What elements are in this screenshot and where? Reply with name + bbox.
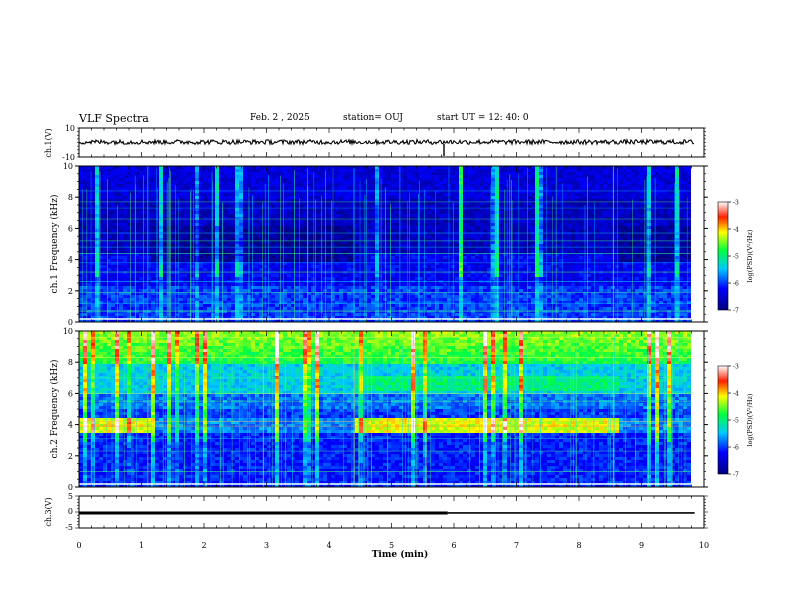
ch2-freq-ylabel: ch.2 Frequency (kHz) bbox=[49, 360, 60, 459]
time-tick-9: 9 bbox=[639, 541, 644, 550]
ch2-colorbar-ticks: -3 -4 -5 -6 -7 bbox=[728, 364, 739, 479]
ch1-colorbar-ticks: -3 -4 -5 -6 -7 bbox=[728, 200, 739, 315]
cb1-label--6: -6 bbox=[733, 281, 739, 288]
yt1-label-2: 2 bbox=[68, 287, 73, 296]
time-tick-10: 10 bbox=[699, 541, 709, 550]
time-tick-6: 6 bbox=[451, 541, 456, 550]
yt2-label-10: 10 bbox=[63, 327, 73, 336]
time-axis-label: Time (min) bbox=[372, 549, 429, 560]
time-tick-2: 2 bbox=[201, 541, 206, 550]
cb2-label--3: -3 bbox=[733, 364, 739, 371]
cb1-label--5: -5 bbox=[733, 254, 739, 261]
ch1-ylabel: ch.1(V) bbox=[44, 128, 53, 157]
ch3-ytick-top: 5 bbox=[68, 492, 73, 501]
ch3-ytick-mid: 0 bbox=[68, 507, 73, 516]
time-tick-5: 5 bbox=[389, 541, 394, 550]
ch2-colorbar-label: log(PSD)(V²/Hz) bbox=[746, 393, 754, 446]
ch1-colorbar-label: log(PSD)(V²/Hz) bbox=[746, 229, 754, 282]
yt2-label-8: 8 bbox=[68, 358, 73, 367]
ch1-ytick-bottom: -10 bbox=[62, 153, 75, 162]
figure-title: VLF Spectra bbox=[79, 112, 149, 125]
ch1-waveform-panel: 10 -10 ch.1(V) bbox=[44, 124, 705, 162]
yt1-label-8: 8 bbox=[68, 193, 73, 202]
ch1-colorbar bbox=[717, 201, 729, 311]
ch2-colorbar bbox=[717, 365, 729, 475]
yt2-label-6: 6 bbox=[68, 389, 73, 398]
yt1-label-0: 0 bbox=[68, 318, 73, 327]
yt1-label-4: 4 bbox=[68, 256, 73, 265]
date-label: Feb. 2 , 2025 bbox=[250, 113, 310, 123]
ch1-ytick-top: 10 bbox=[65, 124, 75, 133]
cb2-label--5: -5 bbox=[733, 418, 739, 425]
time-tick-8: 8 bbox=[576, 541, 581, 550]
yt2-label-0: 0 bbox=[68, 483, 73, 492]
cb2-label--6: -6 bbox=[733, 445, 739, 452]
ch3-ytick-bottom: -5 bbox=[65, 523, 73, 532]
ch2-freq-ticks: 0 2 4 6 8 10 bbox=[63, 327, 708, 492]
time-tick-0: 0 bbox=[76, 541, 81, 550]
yt2-label-2: 2 bbox=[68, 452, 73, 461]
time-axis: 0 1 2 3 4 5 6 7 8 9 10 bbox=[75, 127, 709, 550]
yt1-label-10: 10 bbox=[63, 162, 73, 171]
yt1-label-6: 6 bbox=[68, 224, 73, 233]
time-tick-4: 4 bbox=[326, 541, 331, 550]
time-tick-1: 1 bbox=[139, 541, 144, 550]
station-label: station= OUJ bbox=[343, 113, 404, 123]
time-tick-7: 7 bbox=[514, 541, 519, 550]
ch3-waveform-panel: 5 0 -5 ch.3(V) bbox=[44, 492, 705, 532]
cb1-label--7: -7 bbox=[733, 308, 739, 315]
ch2-spectrogram-image bbox=[79, 331, 691, 487]
yt2-label-4: 4 bbox=[68, 421, 73, 430]
cb2-label--7: -7 bbox=[733, 472, 739, 479]
ch1-freq-ylabel: ch.1 Frequency (kHz) bbox=[49, 195, 60, 294]
ch1-spectrogram-image bbox=[79, 166, 691, 322]
cb2-label--4: -4 bbox=[733, 391, 739, 398]
cb1-label--4: -4 bbox=[733, 227, 739, 234]
cb1-label--3: -3 bbox=[733, 200, 739, 207]
time-tick-3: 3 bbox=[264, 541, 269, 550]
ch3-ylabel: ch.3(V) bbox=[44, 497, 53, 526]
start-time-label: start UT = 12: 40: 0 bbox=[437, 113, 529, 123]
ch1-waveform-line bbox=[79, 137, 695, 156]
